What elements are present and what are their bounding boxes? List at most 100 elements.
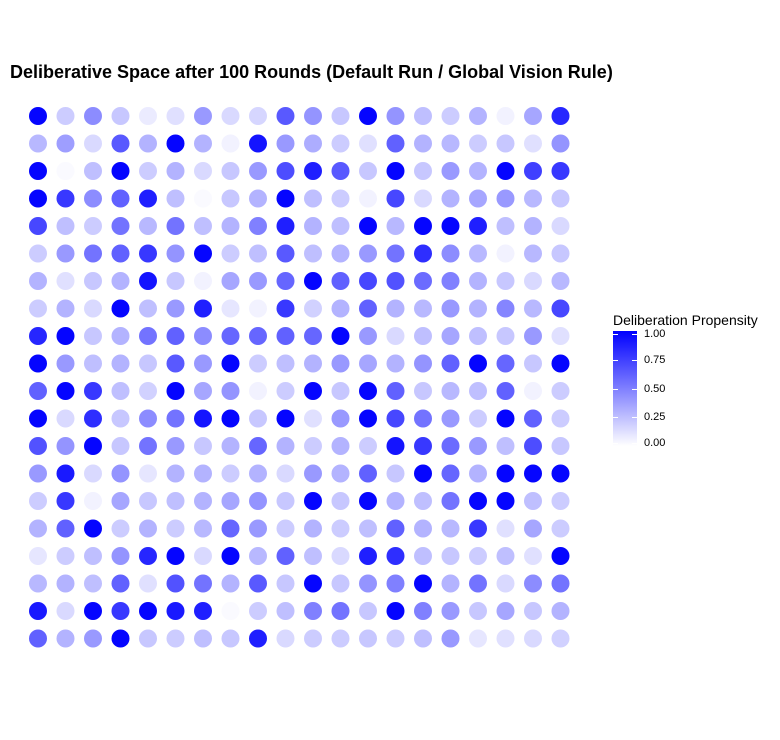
agent-dot-r10-c8 — [221, 354, 240, 373]
agent-dot-r6-c5 — [139, 244, 157, 263]
agent-dot-r19-c9 — [249, 602, 267, 620]
agent-dot-r20-c1 — [29, 629, 47, 648]
agent-dot-r14-c18 — [496, 464, 515, 483]
agent-dot-r1-c15 — [414, 107, 432, 125]
agent-dot-r10-c14 — [386, 354, 405, 373]
agent-dot-r16-c3 — [84, 519, 102, 538]
agent-dot-r17-c6 — [166, 547, 185, 565]
agent-dot-r17-c7 — [194, 547, 212, 565]
agent-dot-r6-c16 — [441, 244, 460, 263]
agent-dot-r20-c5 — [139, 629, 157, 648]
agent-dot-r20-c18 — [496, 629, 515, 648]
agent-dot-r5-c19 — [524, 217, 542, 235]
agent-dot-r14-c17 — [469, 464, 487, 483]
agent-dot-r5-c1 — [29, 217, 47, 235]
agent-dot-r10-c6 — [166, 354, 185, 373]
agent-dot-r7-c3 — [84, 272, 102, 290]
agent-dot-r8-c17 — [469, 299, 487, 318]
agent-dot-r1-c18 — [496, 107, 515, 125]
color-legend: Deliberation Propensity 1.00 0.75 0.50 0.25… — [613, 312, 773, 449]
agent-dot-r15-c6 — [166, 492, 185, 510]
agent-dot-r7-c20 — [551, 272, 570, 290]
agent-dot-r10-c17 — [469, 354, 487, 373]
agent-dot-r18-c10 — [276, 574, 295, 593]
agent-dot-r20-c16 — [441, 629, 460, 648]
agent-dot-r9-c20 — [551, 327, 570, 345]
agent-dot-r18-c15 — [414, 574, 432, 593]
agent-dot-r9-c8 — [221, 327, 240, 345]
agent-dot-r12-c9 — [249, 409, 267, 428]
agent-dot-r5-c3 — [84, 217, 102, 235]
agent-dot-r6-c13 — [359, 244, 377, 263]
agent-dot-r18-c12 — [331, 574, 350, 593]
agent-dot-r13-c3 — [84, 437, 102, 455]
agent-dot-r8-c7 — [194, 299, 212, 318]
agent-dot-r16-c5 — [139, 519, 157, 538]
agent-dot-r16-c8 — [221, 519, 240, 538]
agent-dot-r1-c13 — [359, 107, 377, 125]
agent-dot-r1-c19 — [524, 107, 542, 125]
agent-dot-r15-c20 — [551, 492, 570, 510]
agent-dot-r18-c7 — [194, 574, 212, 593]
legend-tick-right — [632, 359, 637, 361]
agent-dot-r13-c16 — [441, 437, 460, 455]
agent-dot-r6-c20 — [551, 244, 570, 263]
agent-dot-r10-c16 — [441, 354, 460, 373]
agent-dot-r18-c8 — [221, 574, 240, 593]
agent-dot-r17-c15 — [414, 547, 432, 565]
agent-dot-r13-c17 — [469, 437, 487, 455]
agent-dot-r19-c17 — [469, 602, 487, 620]
agent-dot-r6-c9 — [249, 244, 267, 263]
agent-dot-r14-c7 — [194, 464, 212, 483]
agent-dot-r11-c20 — [551, 382, 570, 400]
agent-dot-r11-c15 — [414, 382, 432, 400]
agent-dot-r8-c9 — [249, 299, 267, 318]
agent-dot-r11-c16 — [441, 382, 460, 400]
agent-dot-r13-c9 — [249, 437, 267, 455]
agent-dot-r11-c4 — [111, 382, 130, 400]
agent-dot-r18-c1 — [29, 574, 47, 593]
legend-tick-label: 0.50 — [644, 382, 666, 395]
agent-dot-r17-c1 — [29, 547, 47, 565]
agent-dot-r5-c18 — [496, 217, 515, 235]
agent-dot-r5-c11 — [304, 217, 322, 235]
agent-dot-r15-c18 — [496, 492, 515, 510]
agent-dot-r17-c17 — [469, 547, 487, 565]
agent-dot-r2-c5 — [139, 134, 157, 153]
agent-dot-r2-c4 — [111, 134, 130, 153]
agent-dot-r4-c13 — [359, 189, 377, 208]
agent-dot-r19-c1 — [29, 602, 47, 620]
agent-dot-r10-c7 — [194, 354, 212, 373]
agent-dot-r8-c14 — [386, 299, 405, 318]
agent-dot-r3-c16 — [441, 162, 460, 180]
agent-dot-r12-c6 — [166, 409, 185, 428]
agent-dot-r15-c4 — [111, 492, 130, 510]
agent-dot-r15-c9 — [249, 492, 267, 510]
agent-dot-r12-c4 — [111, 409, 130, 428]
agent-dot-r14-c11 — [304, 464, 322, 483]
legend-tick-right — [632, 417, 637, 419]
agent-dot-r16-c20 — [551, 519, 570, 538]
agent-dot-r4-c12 — [331, 189, 350, 208]
agent-dot-r16-c7 — [194, 519, 212, 538]
agent-dot-r17-c9 — [249, 547, 267, 565]
agent-dot-r14-c8 — [221, 464, 240, 483]
agent-dot-r12-c14 — [386, 409, 405, 428]
agent-dot-r12-c7 — [194, 409, 212, 428]
agent-dot-r13-c18 — [496, 437, 515, 455]
agent-dot-r9-c5 — [139, 327, 157, 345]
agent-dot-r10-c4 — [111, 354, 130, 373]
agent-dot-r2-c17 — [469, 134, 487, 153]
agent-dot-r3-c15 — [414, 162, 432, 180]
agent-dot-r16-c11 — [304, 519, 322, 538]
agent-dot-r19-c4 — [111, 602, 130, 620]
legend-tick-left — [613, 359, 618, 361]
agent-dot-r11-c8 — [221, 382, 240, 400]
agent-dot-r16-c13 — [359, 519, 377, 538]
agent-dot-r5-c8 — [221, 217, 240, 235]
agent-dot-r15-c13 — [359, 492, 377, 510]
agent-dot-r6-c6 — [166, 244, 185, 263]
agent-dot-r4-c14 — [386, 189, 405, 208]
agent-dot-r20-c17 — [469, 629, 487, 648]
legend-tick-right — [632, 334, 637, 335]
